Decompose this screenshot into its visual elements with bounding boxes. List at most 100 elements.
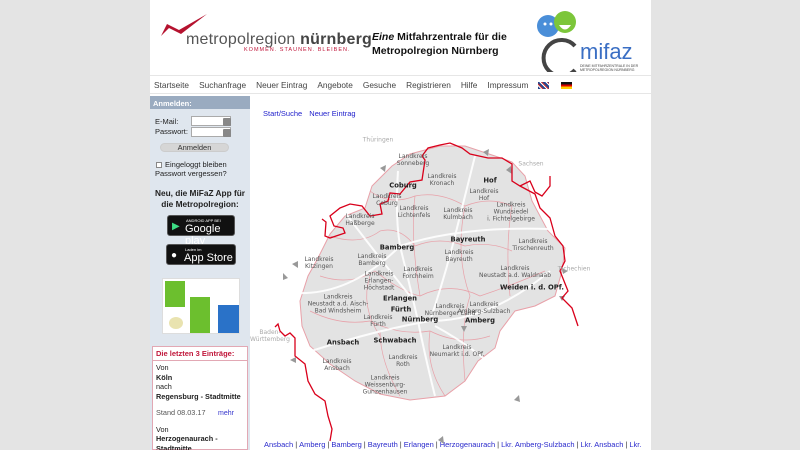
- district-prefix: Landkreis: [444, 249, 474, 256]
- login-button[interactable]: Anmelden: [160, 143, 229, 152]
- region-map[interactable]: Thüringen Sachsen Tschechien Baden- Württ…: [250, 96, 651, 450]
- district-weissenburg[interactable]: Landkreis Weissenburg- Gunzenhausen: [363, 375, 408, 396]
- sidebar: Anmelden: E-Mail: Passwort: Anmelden Ein…: [150, 96, 250, 450]
- district-kitzingen[interactable]: Landkreis Kitzingen: [305, 256, 334, 270]
- district-sonneberg[interactable]: Landkreis Sonneberg: [397, 153, 429, 167]
- district-neustadt-aisch[interactable]: Landkreis Neustadt a.d. Aisch- Bad Windshe…: [308, 294, 369, 315]
- password-manager-icon[interactable]: [223, 118, 231, 126]
- link-lkr-amberg-sulzbach[interactable]: Lkr. Amberg-Sulzbach: [501, 440, 575, 449]
- district-coburg[interactable]: Landkreis Coburg: [373, 193, 402, 207]
- nav-registrieren[interactable]: Registrieren: [406, 80, 451, 90]
- district-ansbach[interactable]: Landkreis Ansbach: [323, 358, 352, 372]
- district-prefix: Landkreis: [357, 253, 387, 260]
- district-prefix: Landkreis: [372, 193, 402, 200]
- district-kulmbach[interactable]: Landkreis Kulmbach: [443, 207, 473, 221]
- city-erlangen[interactable]: Erlangen: [382, 294, 418, 303]
- region-map-graphic[interactable]: [250, 96, 651, 450]
- district-neumarkt[interactable]: Landkreis Neumarkt i.d. OPf.: [430, 344, 485, 358]
- link-herzogenaurach[interactable]: Herzogenaurach: [439, 440, 496, 449]
- district-name: Sonneberg: [396, 160, 430, 167]
- google-play-badge[interactable]: ▶ ANDROID APP BEI Google play: [167, 215, 235, 247]
- de-flag-icon[interactable]: [561, 81, 573, 89]
- district-tirschenreuth[interactable]: Landkreis Tirschenreuth: [512, 238, 553, 252]
- link-ansbach[interactable]: Ansbach: [264, 440, 294, 449]
- logo-name-bold: nürnberg: [300, 31, 372, 48]
- nav-hilfe[interactable]: Hilfe: [460, 80, 478, 90]
- nav-angebote[interactable]: Angebote: [317, 80, 353, 90]
- mifaz-smiley-logo-icon[interactable]: [535, 8, 585, 72]
- breadcrumb-neuer-eintrag[interactable]: Neuer Eintrag: [309, 109, 356, 118]
- arrow-icon: [283, 273, 288, 280]
- link-amberg[interactable]: Amberg: [299, 440, 326, 449]
- district-hof[interactable]: Landkreis Hof: [470, 188, 499, 202]
- link-erlangen[interactable]: Erlangen: [403, 440, 434, 449]
- email-label: E-Mail:: [155, 117, 179, 126]
- nav-neuer-eintrag[interactable]: Neuer Eintrag: [256, 80, 308, 90]
- separator: |: [576, 440, 579, 449]
- city-bayreuth[interactable]: Bayreuth: [450, 235, 486, 244]
- city-weiden[interactable]: Weiden i. d. OPf.: [500, 283, 564, 292]
- district-bamberg[interactable]: Landkreis Bamberg: [358, 253, 387, 267]
- logo-tagline: KOMMEN. STAUNEN. BLEIBEN.: [244, 47, 351, 53]
- uk-flag-icon[interactable]: [538, 81, 550, 89]
- more-link[interactable]: mehr: [218, 410, 234, 417]
- link-lkr-ansbach[interactable]: Lkr. Ansbach: [580, 440, 624, 449]
- district-name: Hof: [478, 195, 490, 202]
- district-prefix: Landkreis: [435, 303, 465, 310]
- district-borders: [309, 190, 546, 397]
- separator: |: [399, 440, 402, 449]
- district-amberg-sulzbach[interactable]: Landkreis Amberg-Sulzbach: [458, 301, 511, 315]
- district-forchheim[interactable]: Landkreis Forchheim: [402, 266, 433, 280]
- nav-gesuche[interactable]: Gesuche: [362, 80, 397, 90]
- entry-to[interactable]: Regensburg - Stadtmitte: [156, 391, 241, 401]
- district-wunsiedel[interactable]: Landkreis Wundsiedel i. Fichtelgebirge: [487, 202, 535, 223]
- nav-suchanfrage[interactable]: Suchanfrage: [199, 80, 247, 90]
- district-name: Erlangen-: [364, 277, 394, 285]
- district-prefix: Landkreis: [398, 153, 428, 160]
- password-manager-icon[interactable]: [223, 129, 231, 137]
- city-bamberg[interactable]: Bamberg: [379, 243, 415, 252]
- nav-impressum[interactable]: Impressum: [487, 80, 529, 90]
- app-title: Neu, die MiFaZ App für die Metropolregio…: [154, 188, 246, 209]
- link-bayreuth[interactable]: Bayreuth: [367, 440, 398, 449]
- password-label: Passwort:: [155, 127, 188, 136]
- nav-startseite[interactable]: Startseite: [154, 80, 190, 90]
- city-fuerth[interactable]: Fürth: [390, 305, 412, 314]
- entry-from[interactable]: Köln: [156, 372, 173, 382]
- google-small-text: ANDROID APP BEI: [186, 218, 221, 223]
- district-hassberge[interactable]: Landkreis Haßberge: [345, 213, 374, 227]
- remember-me[interactable]: Eingeloggt bleiben: [156, 160, 227, 169]
- district-fuerth[interactable]: Landkreis Fürth: [364, 314, 393, 328]
- link-bamberg[interactable]: Bamberg: [331, 440, 362, 449]
- district-name: Kitzingen: [305, 263, 333, 270]
- forgot-password-link[interactable]: Passwort vergessen?: [155, 169, 227, 178]
- link-lkr-more[interactable]: Lkr.: [629, 440, 642, 449]
- district-kronach[interactable]: Landkreis Kronach: [428, 173, 457, 187]
- district-roth[interactable]: Landkreis Roth: [389, 354, 418, 368]
- city-schwabach[interactable]: Schwabach: [373, 336, 417, 345]
- city-nuernberg[interactable]: Nürnberg: [401, 315, 439, 324]
- app-store-badge[interactable]: ● Laden im App Store: [166, 244, 236, 265]
- city-ansbach[interactable]: Ansbach: [326, 338, 360, 347]
- district-prefix: Landkreis: [304, 256, 334, 263]
- entry-from-label: Von: [156, 424, 169, 434]
- entry-date-row: Stand 08.03.17 mehr: [156, 408, 244, 418]
- flyer-image[interactable]: [162, 278, 240, 334]
- district-erlangen-hoechstadt[interactable]: Landkreis Erlangen- Höchstadt: [364, 271, 395, 292]
- city-hof[interactable]: Hof: [483, 176, 497, 185]
- header: metropolregion nürnberg KOMMEN. STAUNEN.…: [150, 0, 651, 76]
- logo-text[interactable]: metropolregion nürnberg: [186, 31, 372, 49]
- district-lichtenfels[interactable]: Landkreis Lichtenfels: [398, 205, 431, 219]
- city-coburg[interactable]: Coburg: [389, 181, 417, 190]
- separator: |: [625, 440, 628, 449]
- entry-from[interactable]: Herzogenaurach - Stadtmitte: [156, 434, 218, 450]
- breadcrumb-start-suche[interactable]: Start/Suche: [263, 109, 303, 118]
- city-amberg[interactable]: Amberg: [464, 316, 496, 325]
- district-neustadt-waldnaab[interactable]: Landkreis Neustadt a.d. Waldnaab: [479, 265, 551, 279]
- direction-arrows: [283, 149, 568, 444]
- remember-checkbox[interactable]: [156, 161, 162, 168]
- arrow-icon: [292, 261, 298, 268]
- district-prefix: Landkreis: [469, 188, 499, 195]
- district-nuernberger-land[interactable]: Landkreis Nürnberger Land: [425, 303, 476, 317]
- district-bayreuth[interactable]: Landkreis Bayreuth: [445, 249, 474, 263]
